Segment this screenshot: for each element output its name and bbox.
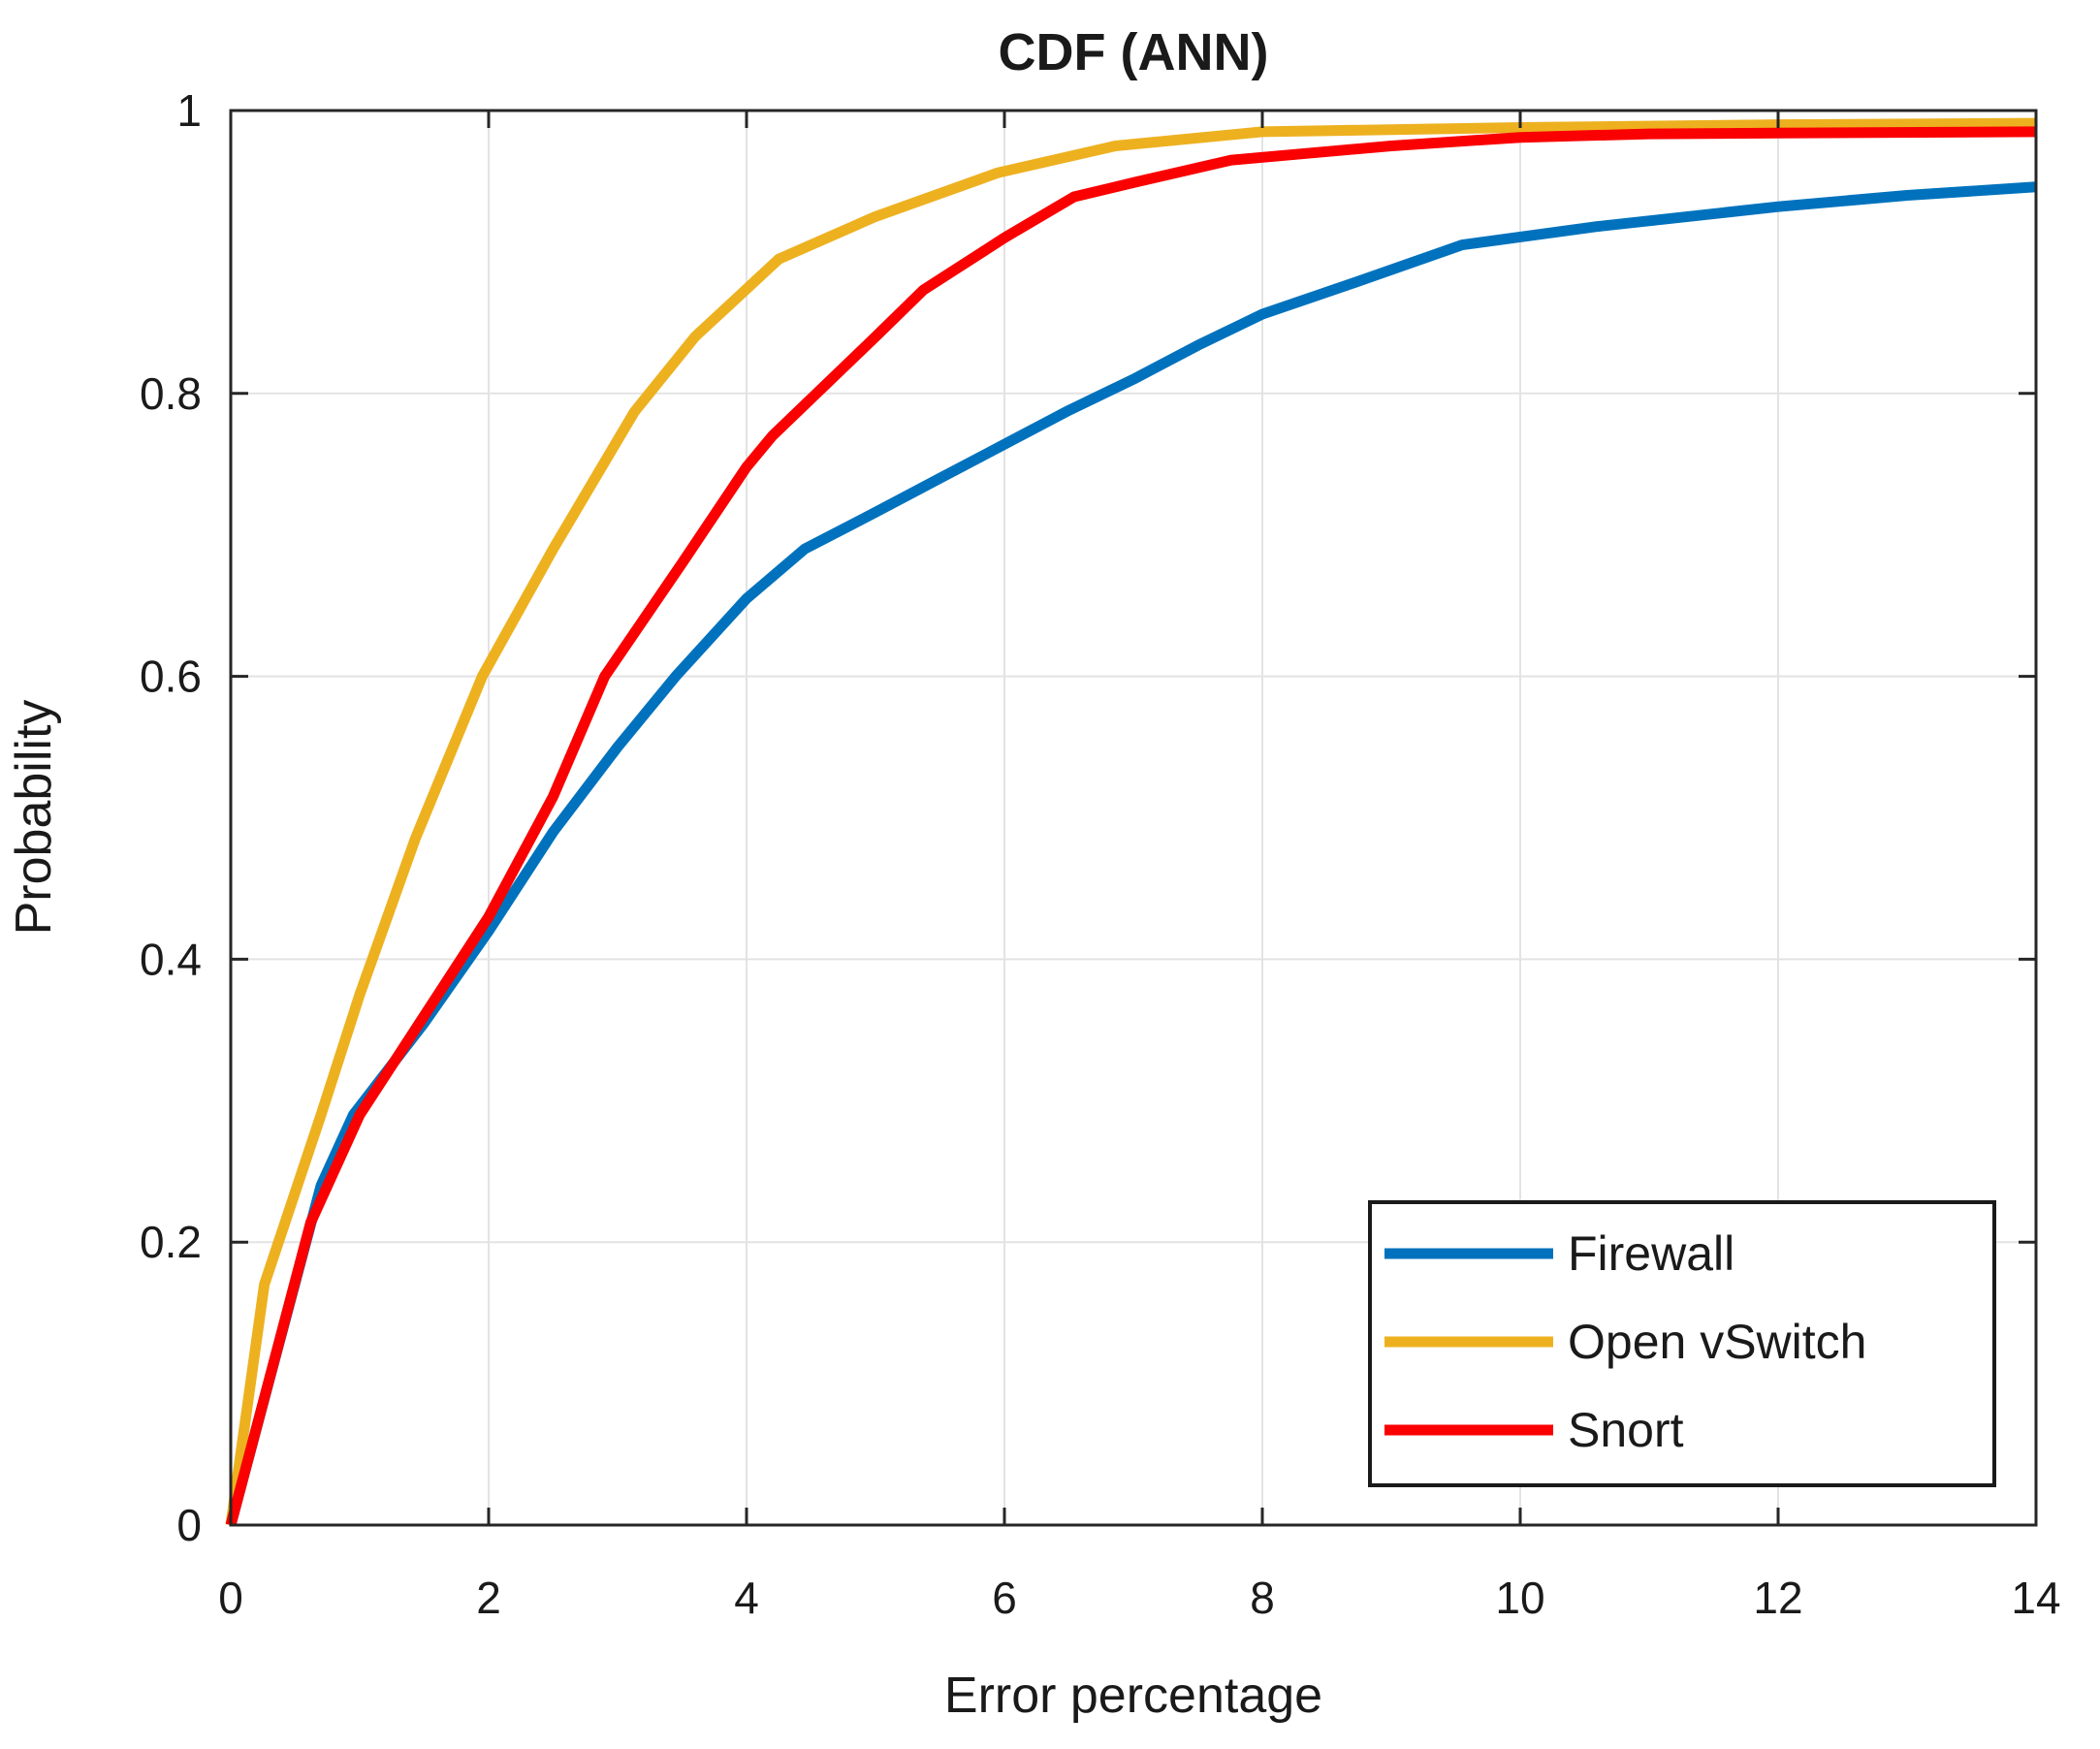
y-axis-label: Probability: [6, 700, 62, 936]
tick-labels: 0 2 4 6 8 10 12 14 0 0.2 0.4 0.6 0.8 1: [140, 85, 2061, 1623]
y-tick-label-0: 0: [176, 1500, 202, 1550]
data-curves: [225, 117, 2037, 1527]
x-tick-label-10: 10: [1495, 1573, 1544, 1623]
y-tick-label-1: 1: [176, 85, 202, 136]
x-tick-label-12: 12: [1753, 1573, 1802, 1623]
legend-label-firewall: Firewall: [1568, 1226, 1734, 1281]
x-axis-label: Error percentage: [944, 1668, 1322, 1724]
x-tick-label-4: 4: [734, 1573, 759, 1623]
axes-box: [229, 109, 2038, 1527]
y-tick-label-0.6: 0.6: [140, 652, 202, 702]
x-tick-label-8: 8: [1250, 1573, 1275, 1623]
snort-curve: [225, 126, 2037, 1527]
x-tick-label-2: 2: [476, 1573, 501, 1623]
y-tick-label-0.4: 0.4: [140, 934, 202, 984]
legend: Firewall Open vSwitch Snort: [1368, 1200, 1996, 1487]
x-tick-label-0: 0: [218, 1573, 243, 1623]
open-vswitch-curve: [225, 117, 2037, 1526]
y-tick-label-0.8: 0.8: [140, 368, 202, 419]
x-tick-label-6: 6: [992, 1573, 1017, 1623]
legend-label-open-vswitch: Open vSwitch: [1568, 1315, 1866, 1369]
y-tick-label-0.2: 0.2: [140, 1217, 202, 1267]
x-tick-label-14: 14: [2011, 1573, 2060, 1623]
firewall-curve: [225, 181, 2037, 1527]
chart-title: CDF (ANN): [999, 23, 1269, 81]
legend-label-snort: Snort: [1568, 1403, 1684, 1457]
tick-marks: [229, 109, 2038, 1527]
